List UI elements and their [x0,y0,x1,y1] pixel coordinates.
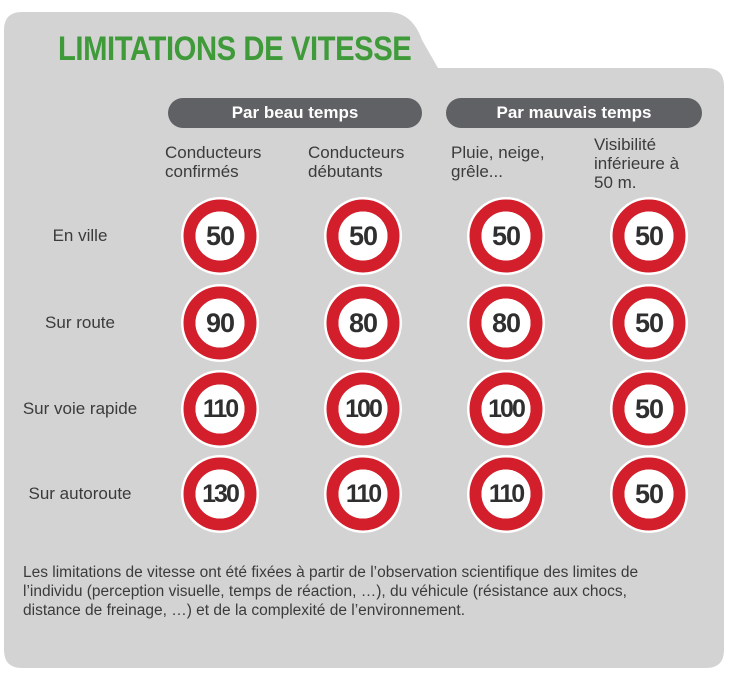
speed-sign-ring-icon [610,370,688,448]
speed-sign-ring-icon [467,455,545,533]
speed-limit-sign: 100 [323,369,403,449]
speed-limit-sign: 110 [323,454,403,534]
column-header-confirmed-drivers: Conducteurs confirmés [165,143,262,181]
speed-limit-value: 50 [634,393,664,424]
speed-sign-ring-icon [324,370,402,448]
row-label: Sur voie rapide [22,399,138,418]
speed-limit-sign: 50 [323,196,403,276]
group-header-bad-weather: Par mauvais temps [446,98,702,128]
speed-limit-sign: 50 [609,283,689,363]
speed-sign-ring-icon [324,284,402,362]
speed-sign-ring-icon [324,197,402,275]
row-label: Sur route [45,313,115,332]
speed-limit-sign: 50 [609,196,689,276]
speed-limit-sign: 90 [180,283,260,363]
speed-limit-sign: 50 [466,196,546,276]
speed-sign-ring-icon [181,455,259,533]
speed-limit-value: 90 [205,307,235,338]
speed-limit-sign: 110 [180,369,260,449]
speed-sign-ring-icon [324,455,402,533]
speed-limit-value: 50 [348,220,378,251]
speed-limit-sign: 50 [609,369,689,449]
speed-sign-ring-icon [181,284,259,362]
speed-sign-ring-icon [181,197,259,275]
speed-limit-value: 50 [205,220,235,251]
speed-limit-sign: 50 [609,454,689,534]
speed-limit-value: 100 [345,394,383,423]
speed-limit-sign: 80 [323,283,403,363]
speed-limit-value: 80 [348,307,378,338]
speed-limit-sign: 80 [466,283,546,363]
speed-limit-value: 50 [491,220,521,251]
speed-limit-value: 110 [202,394,239,423]
row-label: Sur autoroute [28,484,132,503]
speed-limit-value: 80 [491,307,521,338]
speed-limit-sign: 110 [466,454,546,534]
speed-limit-sign: 130 [180,454,260,534]
speed-sign-ring-icon [610,284,688,362]
speed-limit-value: 110 [488,479,525,508]
footnote: Les limitations de vitesse ont été fixée… [23,564,639,619]
row-label: En ville [52,226,108,245]
speed-limit-value: 50 [634,307,664,338]
speed-sign-ring-icon [467,197,545,275]
column-header-new-drivers: Conducteurs débutants [308,143,405,181]
page-title: LIMITATIONS DE VITESSE [58,30,412,68]
speed-sign-ring-icon [610,197,688,275]
column-header-low-visibility: Visibilité inférieure à 50 m. [594,135,680,192]
speed-limit-sign: 50 [180,196,260,276]
speed-limit-value: 110 [345,479,382,508]
speed-sign-ring-icon [467,284,545,362]
speed-limit-value: 50 [634,478,664,509]
speed-sign-ring-icon [610,455,688,533]
column-header-rain-snow-hail: Pluie, neige, grêle... [451,143,545,181]
speed-limit-value: 130 [202,479,240,508]
speed-sign-ring-icon [467,370,545,448]
speed-sign-ring-icon [181,370,259,448]
speed-limit-value: 50 [634,220,664,251]
group-header-good-weather: Par beau temps [168,98,422,128]
speed-limit-sign: 100 [466,369,546,449]
speed-limit-value: 100 [488,394,526,423]
